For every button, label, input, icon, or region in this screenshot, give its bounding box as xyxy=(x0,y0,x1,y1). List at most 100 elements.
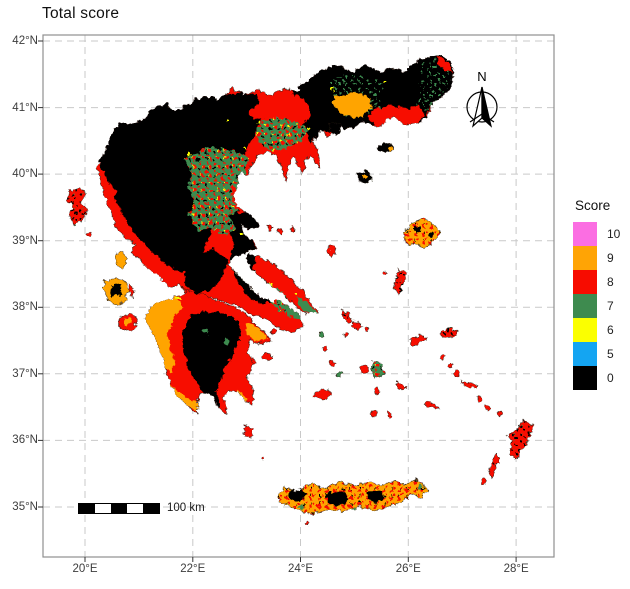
milos-island xyxy=(314,387,331,399)
scale-bar-segment xyxy=(95,503,111,513)
land-raster xyxy=(65,54,532,524)
corfu-island xyxy=(65,185,87,225)
legend-item: 10 xyxy=(573,222,620,246)
ithaca-island xyxy=(126,281,134,297)
map-patch-red-evros-tip xyxy=(436,56,451,72)
kythira-island xyxy=(242,423,252,439)
legend-swatch xyxy=(573,366,597,390)
legend-value: 0 xyxy=(607,371,614,385)
legend-value: 9 xyxy=(607,251,614,265)
samos-island xyxy=(439,326,457,338)
lon-tick-label: 28°E xyxy=(503,563,529,575)
map-patch-red-macedonia xyxy=(248,92,310,124)
map-patch-green-dot xyxy=(202,327,208,333)
legend-swatch xyxy=(573,222,597,246)
sifnos-island xyxy=(335,370,341,376)
map-patch-green-chalkidiki xyxy=(254,114,306,150)
map-patch-black-crete xyxy=(287,487,305,500)
north-arrow-legs xyxy=(469,113,495,123)
map-patch-orange-argolid xyxy=(244,321,266,341)
kalymnos-island xyxy=(451,368,459,376)
santorini-island xyxy=(368,408,376,416)
map-patch-green-dot xyxy=(222,337,228,343)
lesbos-island xyxy=(402,216,441,248)
islands xyxy=(65,120,532,524)
map-patch-black-ridge xyxy=(222,192,272,302)
lat-tick-label: 38°N xyxy=(12,301,38,314)
map-patch-black-crete xyxy=(325,490,348,505)
crete-terrain xyxy=(287,483,423,511)
island xyxy=(84,230,90,236)
astypalea-island xyxy=(423,399,439,408)
spetses-island xyxy=(249,357,255,363)
thasos-island xyxy=(327,120,341,134)
ikaria-island xyxy=(407,332,426,345)
legend-value: 7 xyxy=(607,299,614,313)
map-patch-black-nw xyxy=(96,92,262,272)
legend-value: 8 xyxy=(607,275,614,289)
lefkada-island xyxy=(113,249,126,268)
map-patch-red-epirus-coast xyxy=(108,200,122,222)
psara-island xyxy=(380,269,386,275)
legend-swatch xyxy=(573,318,597,342)
legend-value: 5 xyxy=(607,347,614,361)
map-patch-black-crete xyxy=(366,489,384,502)
legend-value: 10 xyxy=(607,227,621,241)
north-arrow-label: N xyxy=(477,69,486,84)
aegina-island xyxy=(269,327,275,333)
north-arrow: N xyxy=(466,69,498,128)
anafi-island xyxy=(385,411,391,417)
amorgos-island xyxy=(393,379,407,391)
legend-swatch xyxy=(573,294,597,318)
lon-tick-label: 22°E xyxy=(180,563,206,575)
map-patch-green-crete xyxy=(417,483,423,489)
scale-bar: 100 km xyxy=(78,502,205,514)
paros-island xyxy=(358,363,368,373)
scale-bar-segment xyxy=(79,503,95,513)
lesbos-black xyxy=(413,225,419,231)
lon-tick-label: 24°E xyxy=(287,563,314,575)
andros-island xyxy=(339,307,353,323)
mainland-terrain xyxy=(96,55,452,411)
lesbos-black xyxy=(426,230,432,236)
kefalonia-black xyxy=(110,283,122,296)
karpathos-black xyxy=(491,460,495,464)
nisyros-island xyxy=(475,395,481,401)
lat-tick-label: 41°N xyxy=(12,101,38,114)
legend-swatch xyxy=(573,342,597,366)
map-patch-green-s-euboea xyxy=(295,295,315,313)
page-title: Total score xyxy=(42,5,120,22)
mykonos-island xyxy=(363,324,369,330)
legend-item: 5 xyxy=(573,342,620,366)
score-legend: Score 10 9 8 7 6 5 0 xyxy=(573,198,620,390)
lat-tick-label: 42°N xyxy=(12,35,38,47)
syros-island xyxy=(342,330,348,336)
map-patch-green-thessaly xyxy=(182,146,248,234)
axis-ticks xyxy=(38,40,517,562)
limnos-orange xyxy=(362,174,366,178)
lat-tick-label: 39°N xyxy=(12,234,38,247)
map-patch-red-thrace-coast xyxy=(368,103,424,125)
plot-frame xyxy=(42,34,555,558)
map-patch-black-aetolia xyxy=(184,248,226,293)
legend-title: Score xyxy=(575,198,611,213)
symi-island xyxy=(495,409,501,415)
map-patch-orange-thrace xyxy=(332,91,371,117)
skyros-island xyxy=(325,243,336,256)
chios-island xyxy=(391,268,406,294)
north-arrow-right xyxy=(481,86,493,128)
scale-bar-segment xyxy=(143,503,159,513)
scale-bar-segments xyxy=(78,502,160,514)
patmos-island xyxy=(439,353,445,359)
legend-item: 8 xyxy=(573,270,620,294)
crete-island xyxy=(276,477,428,514)
scale-bar-segment xyxy=(127,503,143,513)
tilos-island xyxy=(483,403,489,409)
karpathos-island xyxy=(486,451,499,478)
legend-swatch xyxy=(573,270,597,294)
lat-tick-label: 37°N xyxy=(12,367,38,380)
sporades-island xyxy=(288,225,294,231)
lon-tick-label: 20°E xyxy=(72,563,98,575)
map-patch-green-crete xyxy=(297,502,303,508)
